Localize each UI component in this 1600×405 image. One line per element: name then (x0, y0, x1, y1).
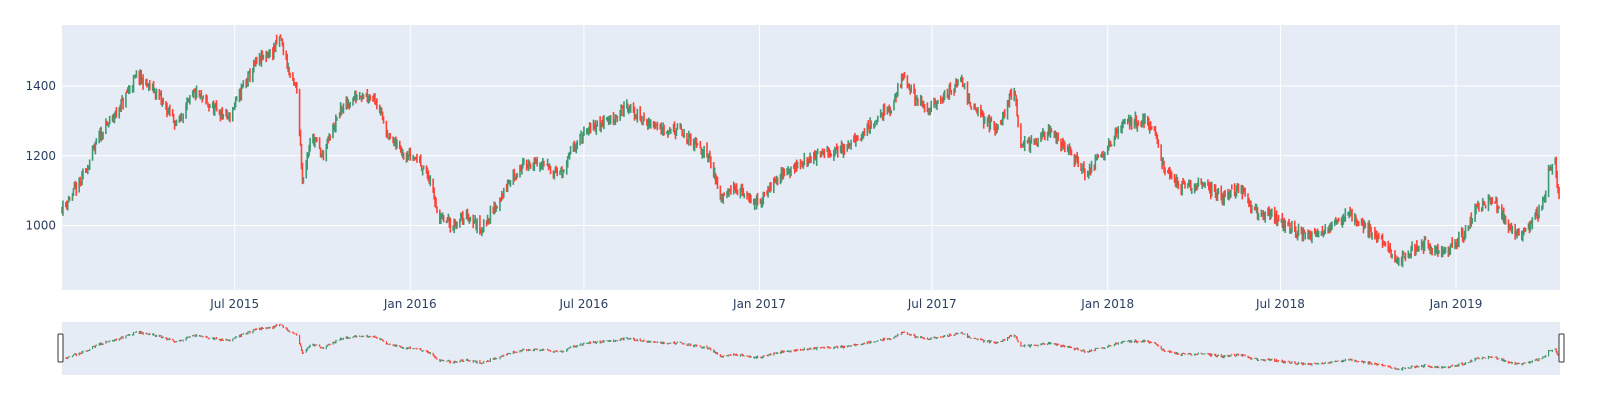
range-slider-left-handle[interactable] (57, 333, 64, 363)
y-axis-ticks: 1000 1200 1400 (25, 79, 56, 232)
x-tick-label: Jul 2015 (209, 297, 259, 311)
x-axis-ticks: Jul 2015 Jan 2016 Jul 2016 Jan 2017 Jul 2017… (209, 297, 1482, 311)
y-tick-label: 1000 (25, 218, 56, 232)
range-slider[interactable] (57, 322, 1565, 375)
y-tick-label: 1200 (25, 149, 56, 163)
x-tick-label: Jul 2016 (558, 297, 608, 311)
candles[interactable] (61, 34, 1560, 268)
x-tick-label: Jan 2016 (383, 297, 437, 311)
x-tick-label: Jul 2018 (1255, 297, 1305, 311)
y-tick-label: 1400 (25, 79, 56, 93)
x-tick-label: Jan 2017 (732, 297, 786, 311)
x-tick-label: Jan 2018 (1080, 297, 1134, 311)
x-tick-label: Jan 2019 (1429, 297, 1483, 311)
range-slider-right-handle[interactable] (1558, 333, 1565, 363)
range-slider-candles (61, 323, 1560, 371)
x-tick-label: Jul 2017 (907, 297, 957, 311)
